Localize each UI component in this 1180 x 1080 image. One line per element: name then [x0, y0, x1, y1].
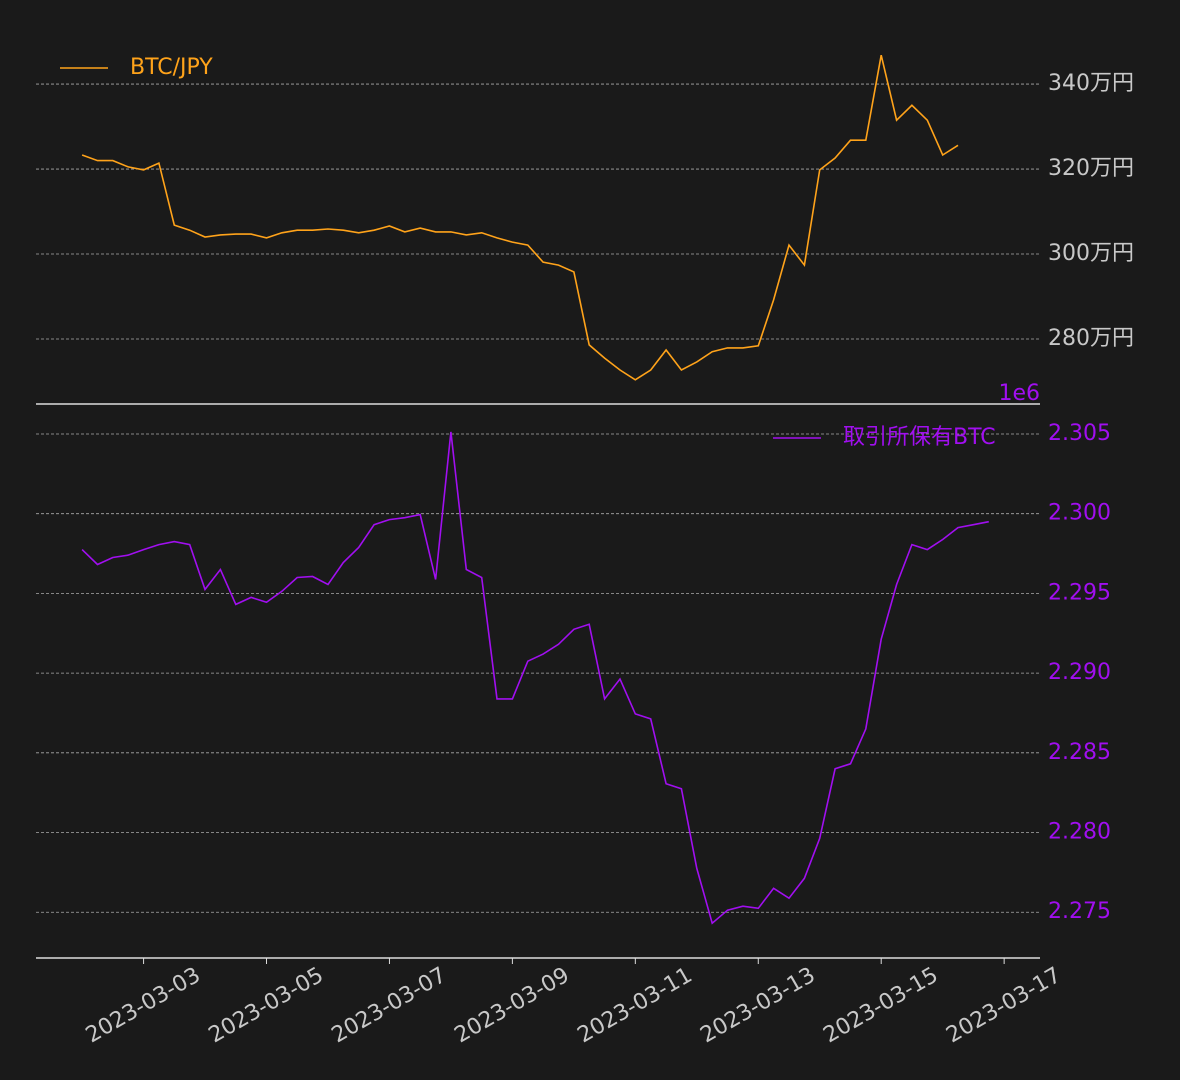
y-tick-label: 340万円: [1048, 71, 1134, 96]
y-tick-label: 280万円: [1048, 326, 1134, 351]
y-tick-label: 2.290: [1048, 660, 1111, 685]
series-line: [81, 55, 959, 381]
series-line: [81, 431, 989, 925]
legend-label: 取引所保有BTC: [843, 425, 996, 450]
y-tick-label: 2.275: [1048, 899, 1111, 924]
y-tick-label: 320万円: [1048, 156, 1134, 181]
y-tick-label: 2.305: [1048, 421, 1111, 446]
legend-label: BTC/JPY: [130, 55, 213, 80]
y-tick-label: 300万円: [1048, 241, 1134, 266]
y-tick-label: 2.300: [1048, 501, 1111, 526]
y-tick-label: 2.295: [1048, 580, 1111, 605]
y-tick-label: 2.280: [1048, 820, 1111, 845]
y-tick-label: 2.285: [1048, 740, 1111, 765]
offset-label: 1e6: [998, 381, 1040, 406]
